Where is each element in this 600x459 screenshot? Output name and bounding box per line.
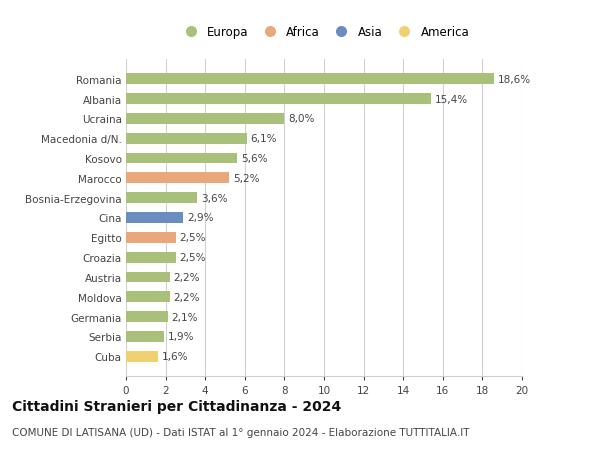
Text: 2,5%: 2,5% bbox=[179, 252, 206, 263]
Text: 5,2%: 5,2% bbox=[233, 174, 259, 184]
Bar bbox=[126, 213, 184, 224]
Text: Cittadini Stranieri per Cittadinanza - 2024: Cittadini Stranieri per Cittadinanza - 2… bbox=[12, 399, 341, 413]
Text: 2,9%: 2,9% bbox=[187, 213, 214, 223]
Bar bbox=[126, 252, 176, 263]
Text: 15,4%: 15,4% bbox=[435, 94, 468, 104]
Text: 18,6%: 18,6% bbox=[498, 74, 532, 84]
Text: COMUNE DI LATISANA (UD) - Dati ISTAT al 1° gennaio 2024 - Elaborazione TUTTITALI: COMUNE DI LATISANA (UD) - Dati ISTAT al … bbox=[12, 427, 470, 437]
Bar bbox=[126, 272, 170, 283]
Text: 6,1%: 6,1% bbox=[251, 134, 277, 144]
Legend: Europa, Africa, Asia, America: Europa, Africa, Asia, America bbox=[174, 21, 474, 44]
Text: 2,5%: 2,5% bbox=[179, 233, 206, 243]
Text: 2,2%: 2,2% bbox=[173, 292, 200, 302]
Bar bbox=[126, 94, 431, 105]
Bar bbox=[126, 232, 176, 243]
Text: 2,2%: 2,2% bbox=[173, 272, 200, 282]
Bar bbox=[126, 114, 284, 124]
Text: 5,6%: 5,6% bbox=[241, 154, 268, 164]
Text: 2,1%: 2,1% bbox=[172, 312, 198, 322]
Bar bbox=[126, 292, 170, 302]
Text: 1,6%: 1,6% bbox=[161, 352, 188, 362]
Bar bbox=[126, 134, 247, 144]
Text: 1,9%: 1,9% bbox=[167, 332, 194, 342]
Bar bbox=[126, 193, 197, 204]
Bar bbox=[126, 173, 229, 184]
Bar bbox=[126, 312, 167, 322]
Bar bbox=[126, 351, 158, 362]
Bar bbox=[126, 74, 494, 85]
Bar bbox=[126, 153, 237, 164]
Text: 3,6%: 3,6% bbox=[201, 193, 228, 203]
Bar bbox=[126, 331, 164, 342]
Text: 8,0%: 8,0% bbox=[289, 114, 315, 124]
